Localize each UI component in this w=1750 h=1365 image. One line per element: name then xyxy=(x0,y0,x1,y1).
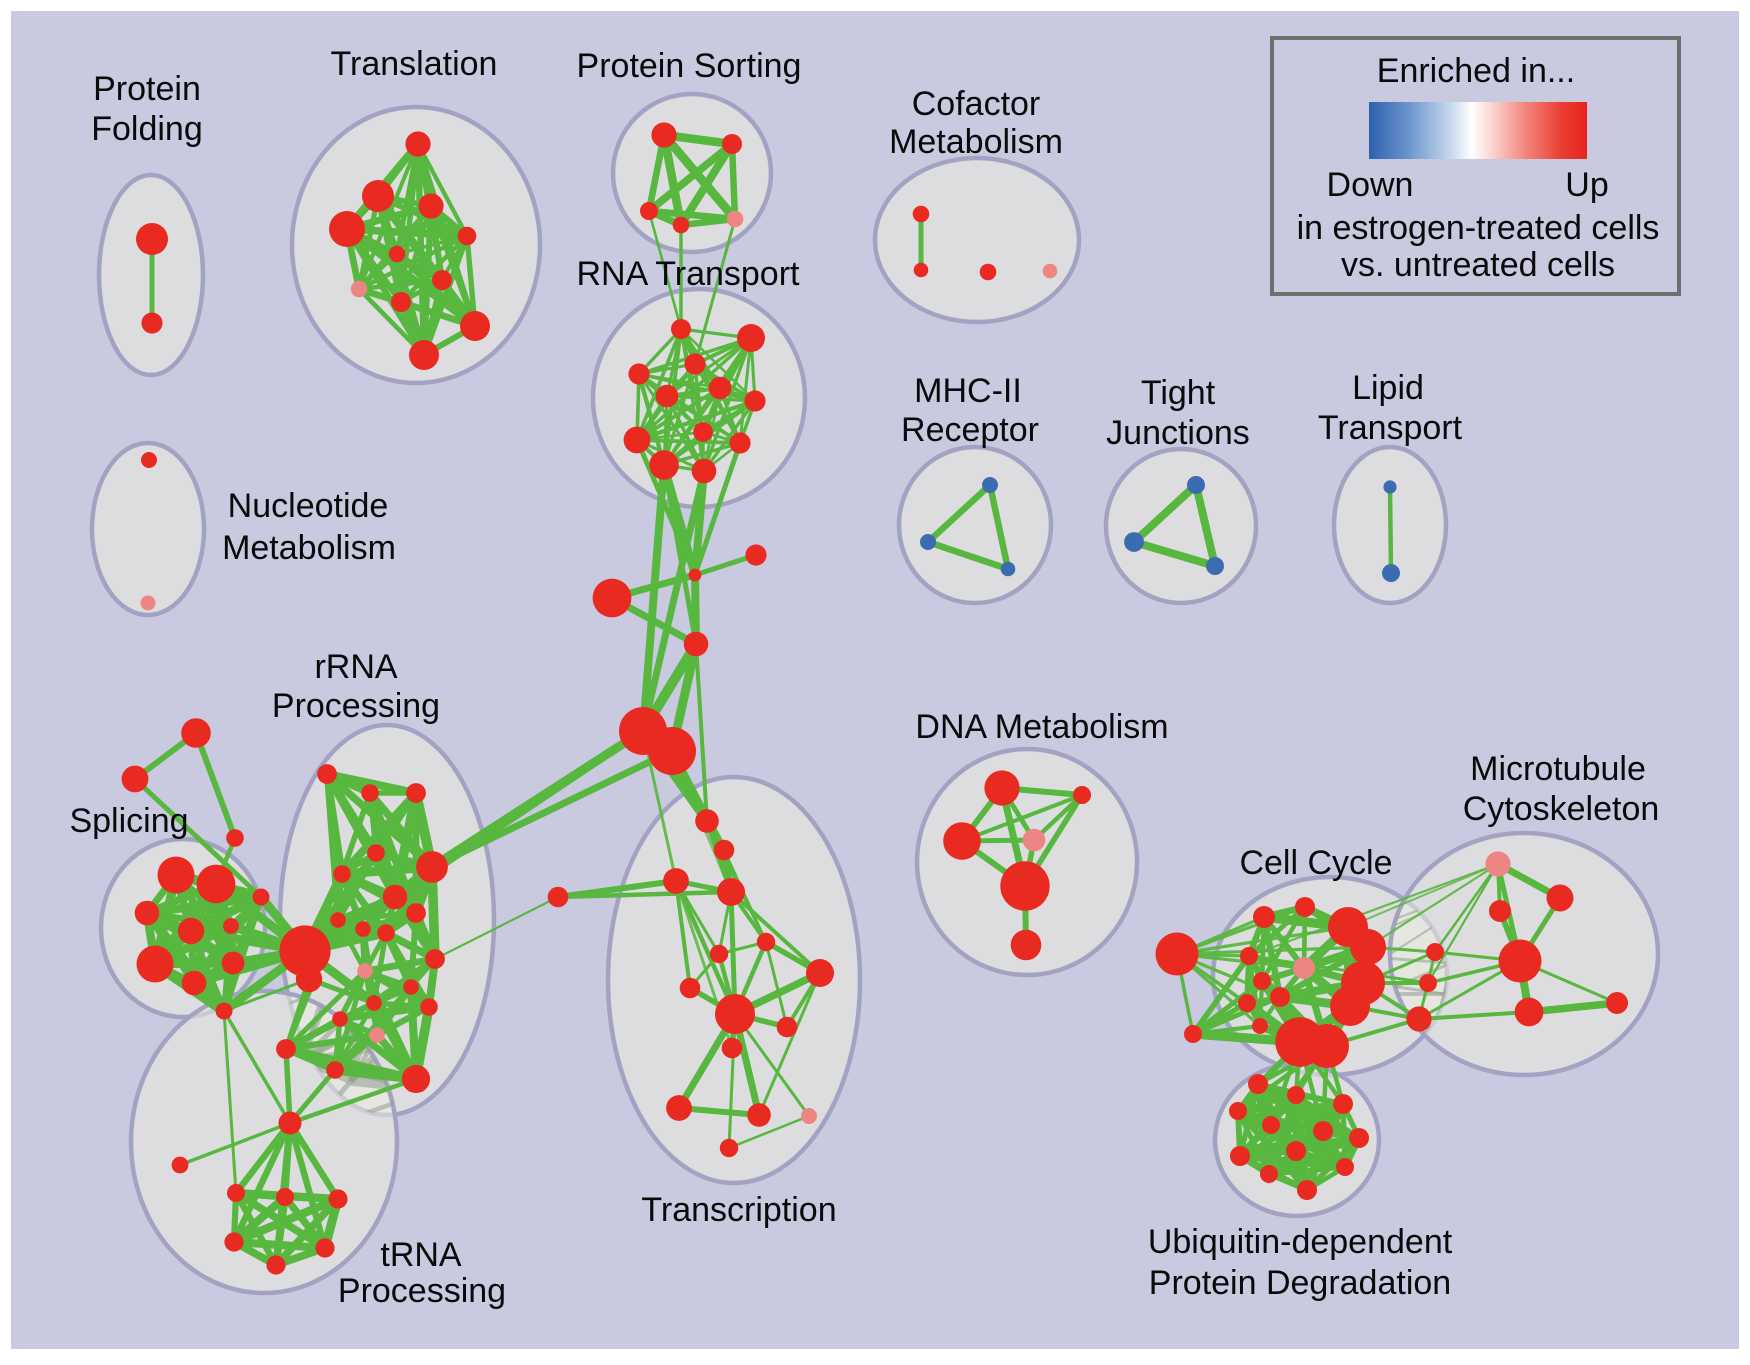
svg-text:DNA Metabolism: DNA Metabolism xyxy=(915,708,1168,746)
svg-text:in estrogen-treated cells: in estrogen-treated cells xyxy=(1297,209,1660,247)
svg-text:Protein: Protein xyxy=(93,70,201,108)
svg-text:Folding: Folding xyxy=(91,110,203,148)
svg-text:Tight: Tight xyxy=(1141,374,1216,412)
svg-text:RNA Transport: RNA Transport xyxy=(577,255,801,293)
svg-text:Transcription: Transcription xyxy=(641,1191,836,1229)
svg-text:Enriched in...: Enriched in... xyxy=(1377,52,1575,90)
svg-text:Processing: Processing xyxy=(338,1272,506,1310)
svg-text:rRNA: rRNA xyxy=(314,648,397,686)
svg-text:Metabolism: Metabolism xyxy=(889,123,1063,161)
svg-text:Protein Degradation: Protein Degradation xyxy=(1149,1264,1451,1302)
svg-text:Down: Down xyxy=(1327,166,1414,204)
svg-text:Transport: Transport xyxy=(1318,409,1463,447)
svg-text:Junctions: Junctions xyxy=(1106,414,1250,452)
svg-text:Processing: Processing xyxy=(272,687,440,725)
svg-text:Ubiquitin-dependent: Ubiquitin-dependent xyxy=(1148,1223,1453,1261)
svg-text:Translation: Translation xyxy=(331,45,498,83)
svg-text:tRNA: tRNA xyxy=(380,1236,462,1274)
svg-text:Metabolism: Metabolism xyxy=(222,529,396,567)
svg-text:Microtubule: Microtubule xyxy=(1470,750,1646,788)
svg-text:Cytoskeleton: Cytoskeleton xyxy=(1463,790,1660,828)
svg-text:Splicing: Splicing xyxy=(69,802,188,840)
svg-text:Protein Sorting: Protein Sorting xyxy=(577,47,802,85)
svg-text:Lipid: Lipid xyxy=(1352,369,1424,407)
svg-text:vs. untreated cells: vs. untreated cells xyxy=(1341,246,1615,284)
svg-text:Up: Up xyxy=(1565,166,1608,204)
svg-text:MHC-II: MHC-II xyxy=(914,372,1022,410)
svg-text:Nucleotide: Nucleotide xyxy=(228,487,389,525)
svg-text:Cell Cycle: Cell Cycle xyxy=(1239,844,1392,882)
svg-text:Cofactor: Cofactor xyxy=(912,85,1041,123)
svg-text:Receptor: Receptor xyxy=(901,411,1039,449)
